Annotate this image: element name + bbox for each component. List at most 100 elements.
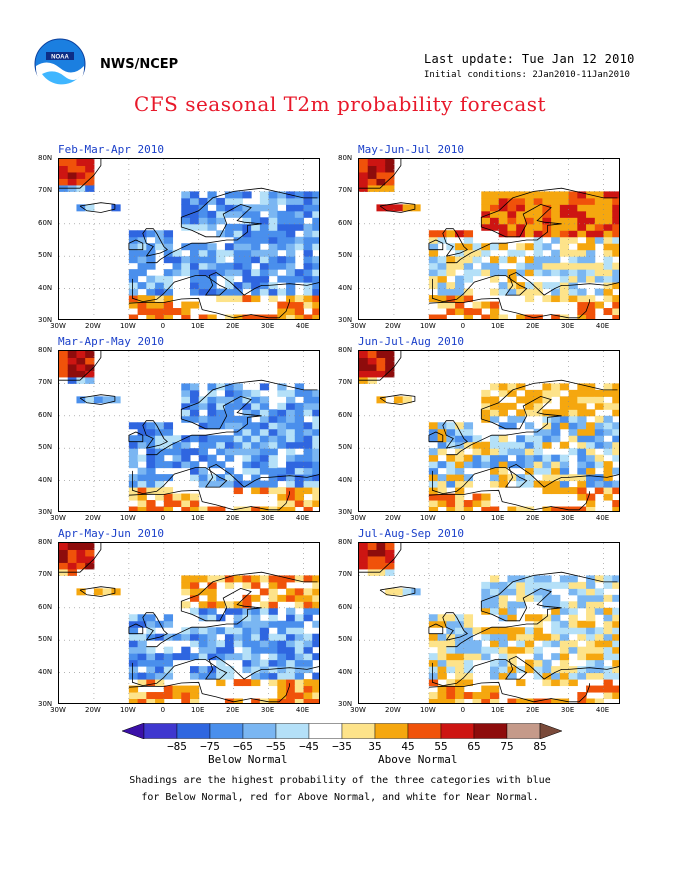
longitude-label: 30W (50, 514, 66, 522)
longitude-label: 20E (225, 706, 240, 714)
below-normal-label: Below Normal (208, 753, 288, 766)
longitude-label: 30E (260, 514, 275, 522)
latitude-label: 80N (38, 154, 53, 162)
above-normal-label: Above Normal (378, 753, 458, 766)
longitude-label: 20E (525, 706, 540, 714)
latitude-label: 40N (38, 667, 53, 676)
longitude-label: 30E (560, 514, 575, 522)
latitude-label: 50N (338, 443, 353, 452)
colorbar-tick-label: −65 (233, 740, 253, 753)
colorbar-tick-label: −45 (299, 740, 319, 753)
colorbar-tick-label: 35 (368, 740, 382, 753)
colorbar-swatch (440, 723, 475, 739)
longitude-label: 0 (460, 706, 466, 714)
probability-map (358, 158, 620, 320)
panel-title: May-Jun-Jul 2010 (358, 143, 464, 156)
colorbar-arrow-high (539, 722, 563, 740)
probability-map (58, 542, 320, 704)
longitude-label: 40E (295, 514, 310, 522)
latitude-label: 30N (38, 700, 53, 708)
page-title: CFS seasonal T2m probability forecast (133, 92, 547, 116)
forecast-panel-6: Jul-Aug-Sep 2010 80N 70N 60N 50N 40N 30N 30W 20… (338, 527, 620, 714)
latitude-label: 50N (38, 443, 53, 452)
colorbar-swatch (374, 723, 409, 739)
longitude-label: 0 (460, 514, 466, 522)
latitude-label: 40N (338, 475, 353, 484)
initial-conditions: Initial conditions: 2Jan2010-11Jan2010 (424, 70, 630, 80)
noaa-logo: NOAA (34, 38, 86, 92)
longitude-label: 20E (225, 514, 240, 522)
colorbar-swatch (209, 723, 244, 739)
latitude-label: 80N (338, 154, 353, 162)
panel-title: Feb-Mar-Apr 2010 (58, 143, 164, 156)
colorbar-arrow-low (121, 722, 145, 740)
probability-map (358, 350, 620, 512)
latitude-label: 60N (338, 602, 353, 611)
colorbar-swatch (242, 723, 277, 739)
longitude-label: 20E (225, 322, 240, 330)
latitude-label: 80N (38, 346, 53, 354)
latitude-label: 40N (338, 667, 353, 676)
longitude-label: 20E (525, 514, 540, 522)
longitude-label: 0 (160, 706, 166, 714)
longitude-label: 40E (295, 322, 310, 330)
latitude-label: 80N (338, 346, 353, 354)
probability-map (58, 350, 320, 512)
latitude-label: 70N (338, 186, 353, 195)
panel-title: Mar-Apr-May 2010 (58, 335, 164, 348)
last-update: Last update: Tue Jan 12 2010 (424, 52, 635, 66)
longitude-label: 10E (191, 706, 205, 714)
latitude-label: 60N (338, 218, 353, 227)
forecast-panel-2: May-Jun-Jul 2010 80N 70N 60N 50N 40N 30N 30W 20… (338, 143, 620, 330)
colorbar (121, 722, 563, 740)
latitude-label: 50N (38, 251, 53, 260)
latitude-label: 70N (38, 186, 53, 195)
colorbar-swatch (308, 723, 343, 739)
longitude-label: 10W (419, 706, 436, 714)
latitude-label: 70N (38, 378, 53, 387)
forecast-panel-5: Apr-May-Jun 2010 80N 70N 60N 50N 40N 30N 30W 20… (38, 527, 320, 714)
latitude-label: 30N (38, 316, 53, 324)
latitude-label: 60N (338, 410, 353, 419)
colorbar-swatch (275, 723, 310, 739)
longitude-label: 30W (350, 322, 366, 330)
latitude-label: 40N (38, 283, 53, 292)
latitude-label: 30N (38, 508, 53, 516)
colorbar-tick-label: −55 (266, 740, 286, 753)
longitude-label: 0 (160, 322, 166, 330)
longitude-label: 10E (191, 514, 205, 522)
longitude-label: 0 (160, 514, 166, 522)
longitude-label: 40E (595, 514, 610, 522)
colorbar-tick-label: 55 (434, 740, 448, 753)
forecast-panel-3: Mar-Apr-May 2010 80N 70N 60N 50N 40N 30N 30W 20… (38, 335, 320, 522)
forecast-panel-4: Jun-Jul-Aug 2010 80N 70N 60N 50N 40N 30N 30W 20… (338, 335, 620, 522)
colorbar-tick-label: −35 (332, 740, 352, 753)
probability-map (358, 542, 620, 704)
latitude-label: 80N (338, 538, 353, 546)
longitude-label: 20W (385, 514, 401, 522)
latitude-label: 50N (338, 635, 353, 644)
colorbar-swatch (341, 723, 376, 739)
colorbar-tick-label: 85 (533, 740, 547, 753)
longitude-label: 30E (260, 322, 275, 330)
latitude-label: 80N (38, 538, 53, 546)
panel-title: Apr-May-Jun 2010 (58, 527, 164, 540)
longitude-label: 10W (119, 322, 136, 330)
colorbar-tick-label: −75 (200, 740, 220, 753)
longitude-label: 10E (491, 514, 505, 522)
longitude-label: 10E (191, 322, 205, 330)
latitude-label: 70N (38, 570, 53, 579)
colorbar-tick-label: −85 (167, 740, 187, 753)
longitude-label: 30E (560, 706, 575, 714)
probability-map (58, 158, 320, 320)
colorbar-swatch (407, 723, 442, 739)
caption-line-1: Shadings are the highest probability of … (129, 775, 551, 786)
forecast-panel-1: Feb-Mar-Apr 2010 80N 70N 60N 50N 40N 30N 30W 20… (38, 143, 320, 330)
longitude-label: 10W (419, 322, 436, 330)
colorbar-tick-label: 75 (500, 740, 514, 753)
colorbar-tick-label: 65 (467, 740, 481, 753)
latitude-label: 30N (338, 316, 353, 324)
latitude-label: 70N (338, 378, 353, 387)
latitude-label: 50N (38, 635, 53, 644)
organization-name: NWS/NCEP (100, 57, 179, 72)
